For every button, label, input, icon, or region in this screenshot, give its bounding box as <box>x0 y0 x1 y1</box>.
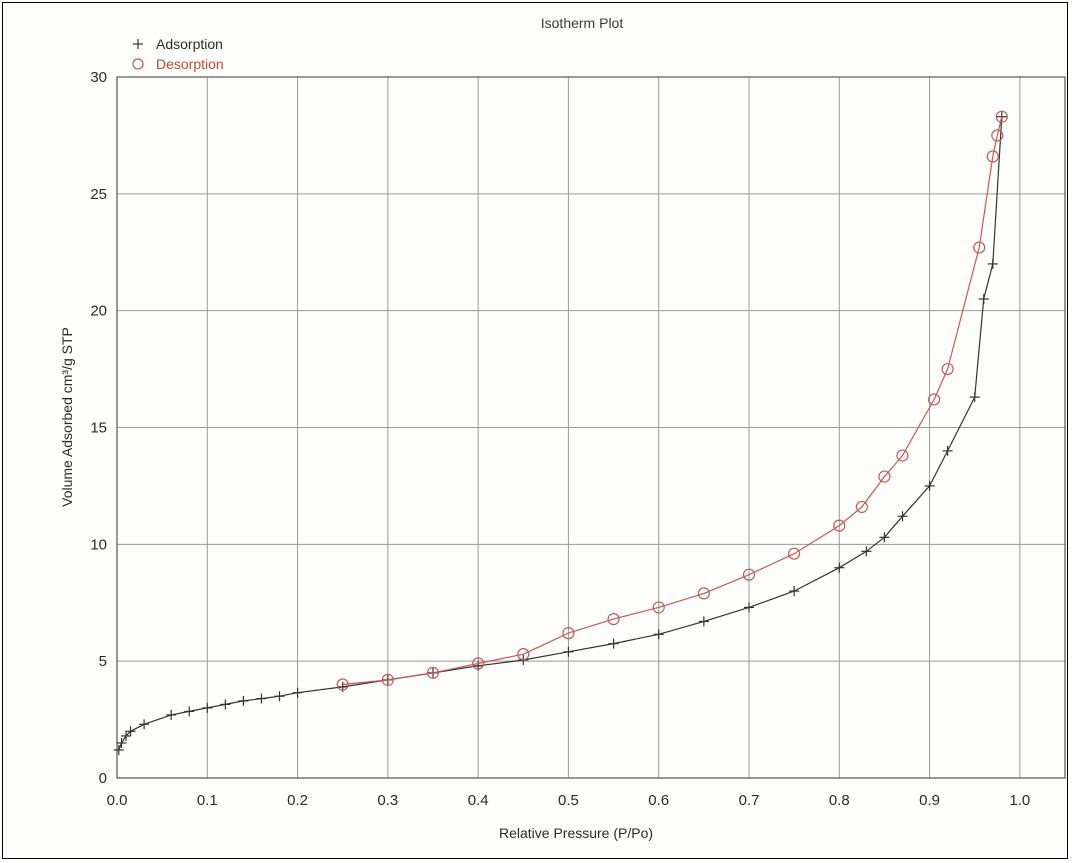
x-tick-label: 0.3 <box>377 792 398 809</box>
x-tick-label: 0.2 <box>287 792 308 809</box>
data-point-adsorption <box>924 480 935 491</box>
data-point-adsorption <box>744 602 754 613</box>
legend: Adsorption Desorption <box>132 36 224 72</box>
x-tick-label: 0.5 <box>558 792 579 809</box>
series <box>113 110 1008 755</box>
data-point-desorption <box>426 666 440 679</box>
data-point-desorption <box>927 393 941 406</box>
data-point-adsorption <box>121 730 132 741</box>
data-point-adsorption <box>238 695 249 706</box>
data-point-desorption <box>833 519 846 532</box>
data-point-adsorption <box>116 737 127 748</box>
data-point-adsorption <box>978 293 989 304</box>
data-point-desorption <box>607 613 620 626</box>
data-point-desorption <box>742 568 756 581</box>
y-tick-label: 10 <box>90 536 107 553</box>
x-tick-label: 0.0 <box>107 792 128 809</box>
data-point-adsorption <box>834 562 845 573</box>
data-point-desorption <box>472 657 485 670</box>
chart-title: Isotherm Plot <box>541 15 624 31</box>
data-point-desorption <box>381 673 394 686</box>
y-tick-label: 0 <box>99 770 107 787</box>
y-tick-label: 5 <box>99 653 107 670</box>
data-point-adsorption <box>698 616 709 627</box>
data-point-desorption <box>986 150 999 163</box>
x-tick-label: 0.7 <box>739 792 760 809</box>
x-tick-label: 0.6 <box>648 792 669 809</box>
x-axis-label: Relative Pressure (P/Po) <box>499 825 653 841</box>
data-point-desorption <box>896 449 909 462</box>
x-tick-label: 0.1 <box>197 792 218 809</box>
y-tick-label: 30 <box>90 69 107 86</box>
series-adsorption <box>113 111 1007 755</box>
legend-label-adsorption: Adsorption <box>156 36 223 52</box>
data-point-adsorption <box>125 726 136 737</box>
data-point-adsorption <box>653 629 664 640</box>
data-point-adsorption <box>274 691 285 702</box>
data-point-adsorption <box>139 719 150 730</box>
data-point-adsorption <box>563 646 574 657</box>
y-tick-label: 20 <box>90 303 107 320</box>
series-line-adsorption <box>118 116 1003 751</box>
data-point-adsorption <box>220 699 231 710</box>
legend-item-adsorption: Adsorption <box>133 36 223 52</box>
tick-labels: 0.0 0.1 0.2 0.3 0.4 0.5 0.6 0.7 0.8 0.9 1.0 0 5 10 15 2… <box>90 69 1030 809</box>
data-point-adsorption <box>184 706 195 717</box>
x-tick-label: 0.9 <box>919 792 940 809</box>
data-point-desorption <box>697 587 710 600</box>
data-point-adsorption <box>256 693 267 704</box>
data-point-adsorption <box>969 392 980 403</box>
y-tick-label: 15 <box>90 420 107 437</box>
data-point-desorption <box>652 601 665 614</box>
legend-label-desorption: Desorption <box>156 56 224 72</box>
data-point-desorption <box>788 547 801 560</box>
data-point-adsorption <box>166 709 177 720</box>
y-axis-label: Volume Adsorbed cm³/g STP <box>59 327 75 507</box>
series-line-desorption <box>342 116 1003 686</box>
series-desorption <box>336 110 1008 691</box>
legend-item-desorption: Desorption <box>132 56 224 72</box>
data-point-adsorption <box>608 638 619 649</box>
data-point-adsorption <box>789 586 800 597</box>
data-point-adsorption <box>292 687 303 698</box>
data-point-adsorption <box>942 445 953 456</box>
data-point-adsorption <box>987 258 998 269</box>
data-point-adsorption <box>202 702 213 713</box>
data-point-desorption <box>562 627 575 640</box>
data-point-adsorption <box>113 744 124 755</box>
data-point-desorption <box>941 362 954 376</box>
grid <box>117 77 1065 778</box>
data-point-desorption <box>517 648 530 661</box>
data-point-desorption <box>991 129 1004 142</box>
plot-border <box>116 76 1066 779</box>
y-tick-label: 25 <box>90 186 107 203</box>
data-point-adsorption <box>879 532 890 543</box>
data-point-desorption <box>995 110 1008 123</box>
x-tick-label: 0.8 <box>829 792 850 809</box>
data-point-adsorption <box>861 546 872 557</box>
x-tick-label: 0.4 <box>468 792 489 809</box>
data-point-desorption <box>336 678 349 691</box>
data-point-desorption <box>973 241 986 254</box>
plus-marker-icon <box>133 39 143 49</box>
data-point-desorption <box>855 500 868 514</box>
x-tick-label: 1.0 <box>1009 792 1030 809</box>
data-point-desorption <box>878 470 891 483</box>
data-point-adsorption <box>897 511 908 522</box>
circle-marker-icon <box>132 58 144 70</box>
